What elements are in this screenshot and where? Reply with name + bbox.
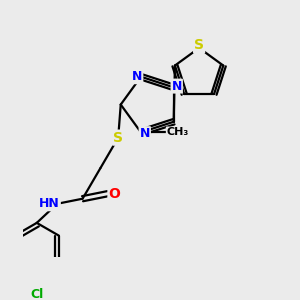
Text: N: N (172, 80, 182, 93)
Text: N: N (140, 127, 150, 140)
Text: N: N (132, 70, 142, 83)
Text: S: S (113, 130, 123, 145)
Text: Cl: Cl (30, 288, 43, 300)
Text: S: S (194, 38, 204, 52)
Text: HN: HN (39, 197, 60, 210)
Text: O: O (108, 187, 120, 201)
Text: CH₃: CH₃ (167, 128, 189, 137)
